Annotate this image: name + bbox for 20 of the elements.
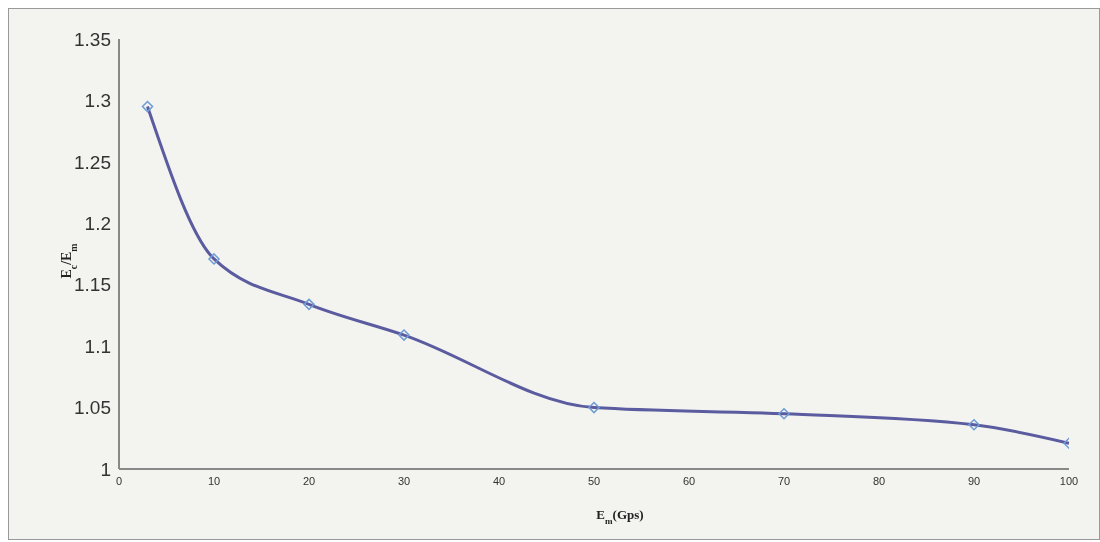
x-tick-label: 30: [397, 474, 411, 487]
x-tick-label: 40: [492, 474, 506, 487]
x-tick-label: 70: [777, 474, 791, 487]
y-tick-label: 1.1: [84, 335, 111, 357]
x-tick-label: 60: [682, 474, 696, 487]
y-tick-label: 1: [100, 458, 111, 480]
x-tick-label: 100: [1059, 474, 1079, 487]
x-tick-label: 0: [115, 474, 123, 487]
y-tick-label: 1.3: [84, 90, 111, 112]
x-axis-title: E$_{m}$(Gps): [596, 507, 644, 526]
x-tick-label: 50: [587, 474, 601, 487]
x-tick-label: 20: [302, 474, 316, 487]
y-tick-label: 1.35: [74, 28, 111, 50]
y-tick-label: 1.2: [84, 213, 111, 235]
y-tick-label: 1.25: [74, 151, 111, 173]
y-tick-label: 1.05: [74, 397, 111, 419]
x-tick-label: 80: [872, 474, 886, 487]
x-tick-label: 90: [967, 474, 981, 487]
x-tick-label: 10: [207, 474, 221, 487]
y-tick-label: 1.15: [74, 274, 111, 296]
